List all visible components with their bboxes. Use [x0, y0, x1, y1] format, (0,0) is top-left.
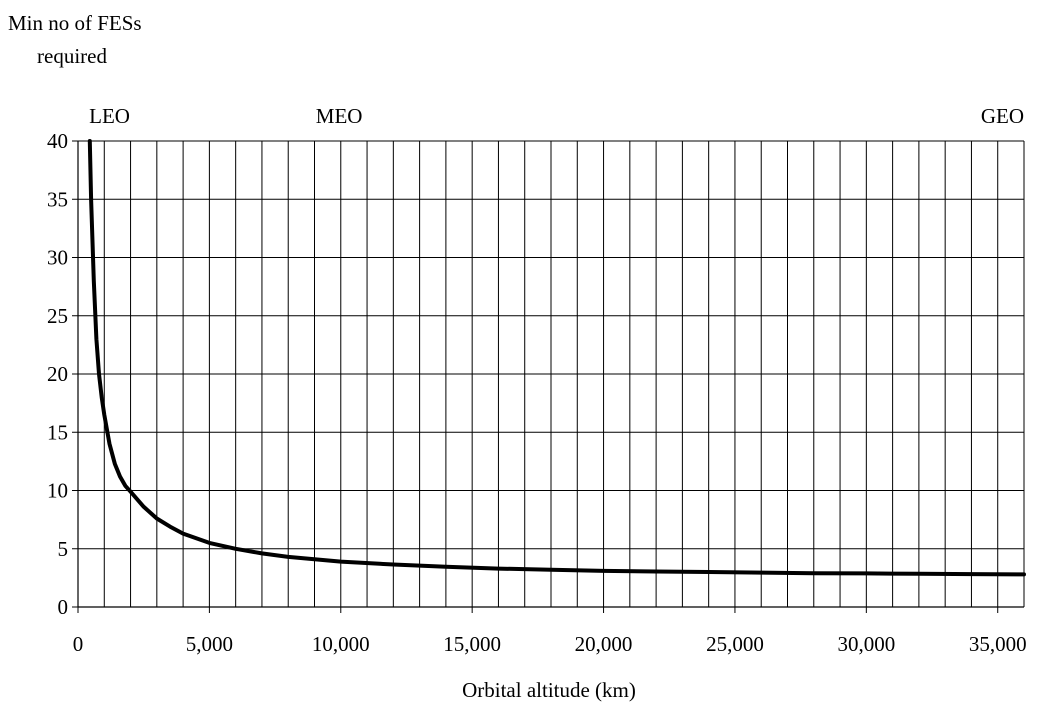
- x-tick-label: 25,000: [706, 632, 764, 656]
- y-tick-label: 10: [47, 479, 68, 503]
- y-tick-label: 25: [47, 304, 68, 328]
- x-tick-label: 35,000: [969, 632, 1027, 656]
- x-tick-label: 20,000: [575, 632, 633, 656]
- y-axis-label-line2: required: [37, 44, 107, 68]
- region-label-geo: GEO: [981, 104, 1024, 128]
- region-label-meo: MEO: [316, 104, 363, 128]
- y-tick-label: 15: [47, 420, 68, 444]
- x-tick-label: 5,000: [186, 632, 233, 656]
- x-tick-label: 30,000: [837, 632, 895, 656]
- y-tick-label: 35: [47, 187, 68, 211]
- x-tick-label: 10,000: [312, 632, 370, 656]
- y-tick-label: 0: [58, 595, 69, 619]
- series: [87, 139, 1026, 577]
- grid: [78, 140, 1025, 607]
- y-tick-label: 40: [47, 129, 68, 153]
- x-axis-label: Orbital altitude (km): [462, 678, 636, 702]
- y-axis-label-line1: Min no of FESs: [8, 11, 142, 35]
- axes: [72, 140, 1024, 613]
- x-tick-label: 0: [73, 632, 84, 656]
- y-tick-label: 20: [47, 362, 68, 386]
- y-tick-label: 5: [58, 537, 69, 561]
- region-label-leo: LEO: [89, 104, 130, 128]
- x-tick-labels: 0 5,000 10,000 15,000 20,000 25,000 30,000 35,0…: [73, 632, 1027, 656]
- region-labels: LEO MEO GEO: [89, 104, 1024, 128]
- x-tick-label: 15,000: [443, 632, 501, 656]
- y-tick-labels: 0 5 10 15 20 25 30 35 40: [47, 129, 68, 619]
- y-tick-label: 30: [47, 246, 68, 270]
- series-line: [87, 139, 1026, 577]
